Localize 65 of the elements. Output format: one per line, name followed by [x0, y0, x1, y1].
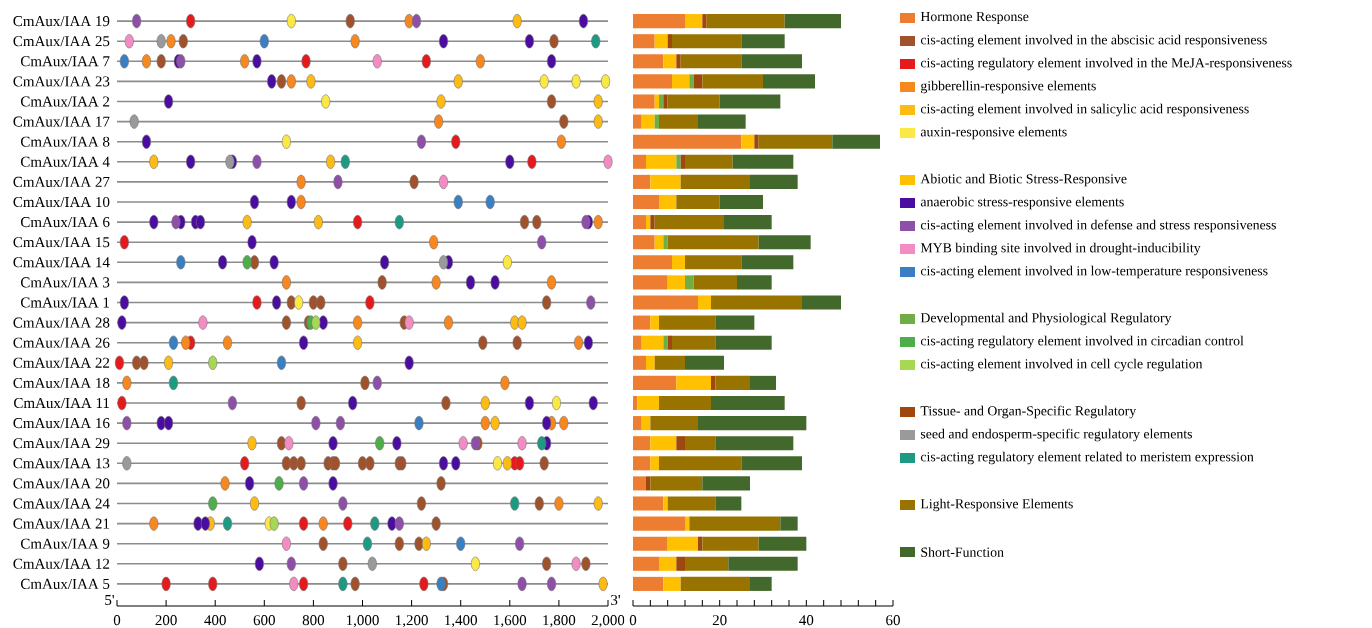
- legend-label: cis-acting element involved in salicylic acid responsiveness: [920, 103, 1249, 117]
- y-tick-label: CmAux/IAA 5: [20, 578, 110, 589]
- legend-label: auxin-responsive elements: [920, 126, 1067, 140]
- text: 5': [105, 595, 114, 605]
- legend-label: gibberellin-responsive elements: [921, 80, 1096, 94]
- x-tick-label: 200: [155, 615, 177, 626]
- legend-label: Light-Responsive Elements: [920, 498, 1073, 512]
- x-tick-label: 800: [302, 615, 325, 626]
- text: 3': [611, 594, 620, 606]
- y-tick-label: CmAux/IAA 7: [20, 56, 110, 67]
- x-tick-label: 2,000: [591, 615, 625, 628]
- legend-label: cis-acting regulatory element involved in circadian control: [920, 335, 1244, 349]
- y-tick-label: CmAux/IAA 20: [13, 478, 110, 489]
- x-tick-label: 1,000: [346, 615, 379, 628]
- y-tick-label: CmAux/IAA 9: [20, 538, 110, 549]
- y-tick-label: CmAux/IAA 29: [13, 438, 110, 449]
- y-tick-label: CmAux/IAA 1: [20, 297, 110, 308]
- y-tick-label: CmAux/IAA 3: [20, 277, 110, 288]
- x-tick-label: 0: [629, 615, 637, 626]
- y-tick-label: CmAux/IAA 6: [20, 217, 110, 228]
- y-tick-label: CmAux/IAA 4: [20, 156, 110, 167]
- y-tick-label: CmAux/IAA 11: [14, 397, 110, 409]
- x-tick-label: 400: [204, 615, 226, 626]
- legend-label: cis-acting element involved in the abscisic acid responsiveness: [920, 34, 1267, 48]
- legend-label: MYB binding site involved in drought-inducibility: [920, 242, 1201, 256]
- y-tick-label: CmAux/IAA 24: [13, 498, 110, 509]
- y-tick-label: CmAux/IAA 21: [13, 518, 110, 529]
- legend-label: cis-acting regulatory element involved in the MeJA-responsiveness: [920, 57, 1292, 71]
- y-tick-label: CmAux/IAA 2: [20, 96, 110, 107]
- x-tick-label: 20: [712, 615, 727, 626]
- y-tick-label: CmAux/IAA 23: [13, 76, 110, 87]
- x-tick-label: 1,800: [543, 615, 576, 628]
- y-tick-label: CmAux/IAA 26: [13, 337, 110, 348]
- legend-label: seed and endosperm-specific regulatory elements: [920, 428, 1192, 442]
- y-tick-label: CmAux/IAA 18: [13, 377, 110, 388]
- x-tick-label: 1,600: [494, 615, 527, 628]
- legend-label: Hormone Response: [920, 12, 1029, 24]
- y-tick-label: CmAux/IAA 28: [13, 317, 110, 328]
- legend-label: Abiotic and Biotic Stress-Responsive: [920, 173, 1127, 187]
- x-tick-label: 40: [799, 615, 814, 626]
- legend-label: Tissue- and Organ-Specific Regulatory: [920, 405, 1137, 419]
- y-tick-label: CmAux/IAA 8: [20, 136, 110, 147]
- legend-label: cis-acting element involved in low-temperature responsiveness: [920, 265, 1268, 279]
- y-tick-label: CmAux/IAA 12: [13, 558, 110, 569]
- y-tick-label: CmAux/IAA 17: [13, 116, 110, 127]
- x-tick-label: 0: [113, 615, 121, 626]
- y-tick-label: CmAux/IAA 13: [13, 458, 110, 469]
- y-tick-label: CmAux/IAA 22: [13, 357, 110, 368]
- y-tick-label: CmAux/IAA 27: [13, 176, 110, 187]
- legend-label: Short-Function: [921, 547, 1004, 557]
- y-tick-label: CmAux/IAA 10: [13, 196, 110, 208]
- legend-label: cis-acting element involved in defense and stress responsiveness: [920, 219, 1276, 233]
- legend-label: anaerobic stress-responsive elements: [920, 196, 1124, 210]
- x-tick-label: 1,200: [396, 615, 428, 628]
- y-tick-label: CmAux/IAA 16: [13, 418, 110, 429]
- y-tick-label: CmAux/IAA 19: [13, 16, 110, 27]
- y-tick-label: CmAux/IAA 15: [13, 237, 110, 248]
- x-tick-label: 600: [253, 615, 275, 626]
- y-tick-label: CmAux/IAA 14: [13, 257, 110, 268]
- legend-label: cis-acting regulatory element related to meristem expression: [920, 451, 1254, 465]
- legend-label: cis-acting element involved in cell cycle regulation: [920, 358, 1203, 372]
- x-tick-label: 60: [886, 615, 900, 626]
- y-tick-label: CmAux/IAA 25: [13, 36, 110, 47]
- legend-label: Developmental and Physiological Regulatory: [920, 312, 1172, 326]
- x-tick-label: 1,400: [445, 615, 478, 628]
